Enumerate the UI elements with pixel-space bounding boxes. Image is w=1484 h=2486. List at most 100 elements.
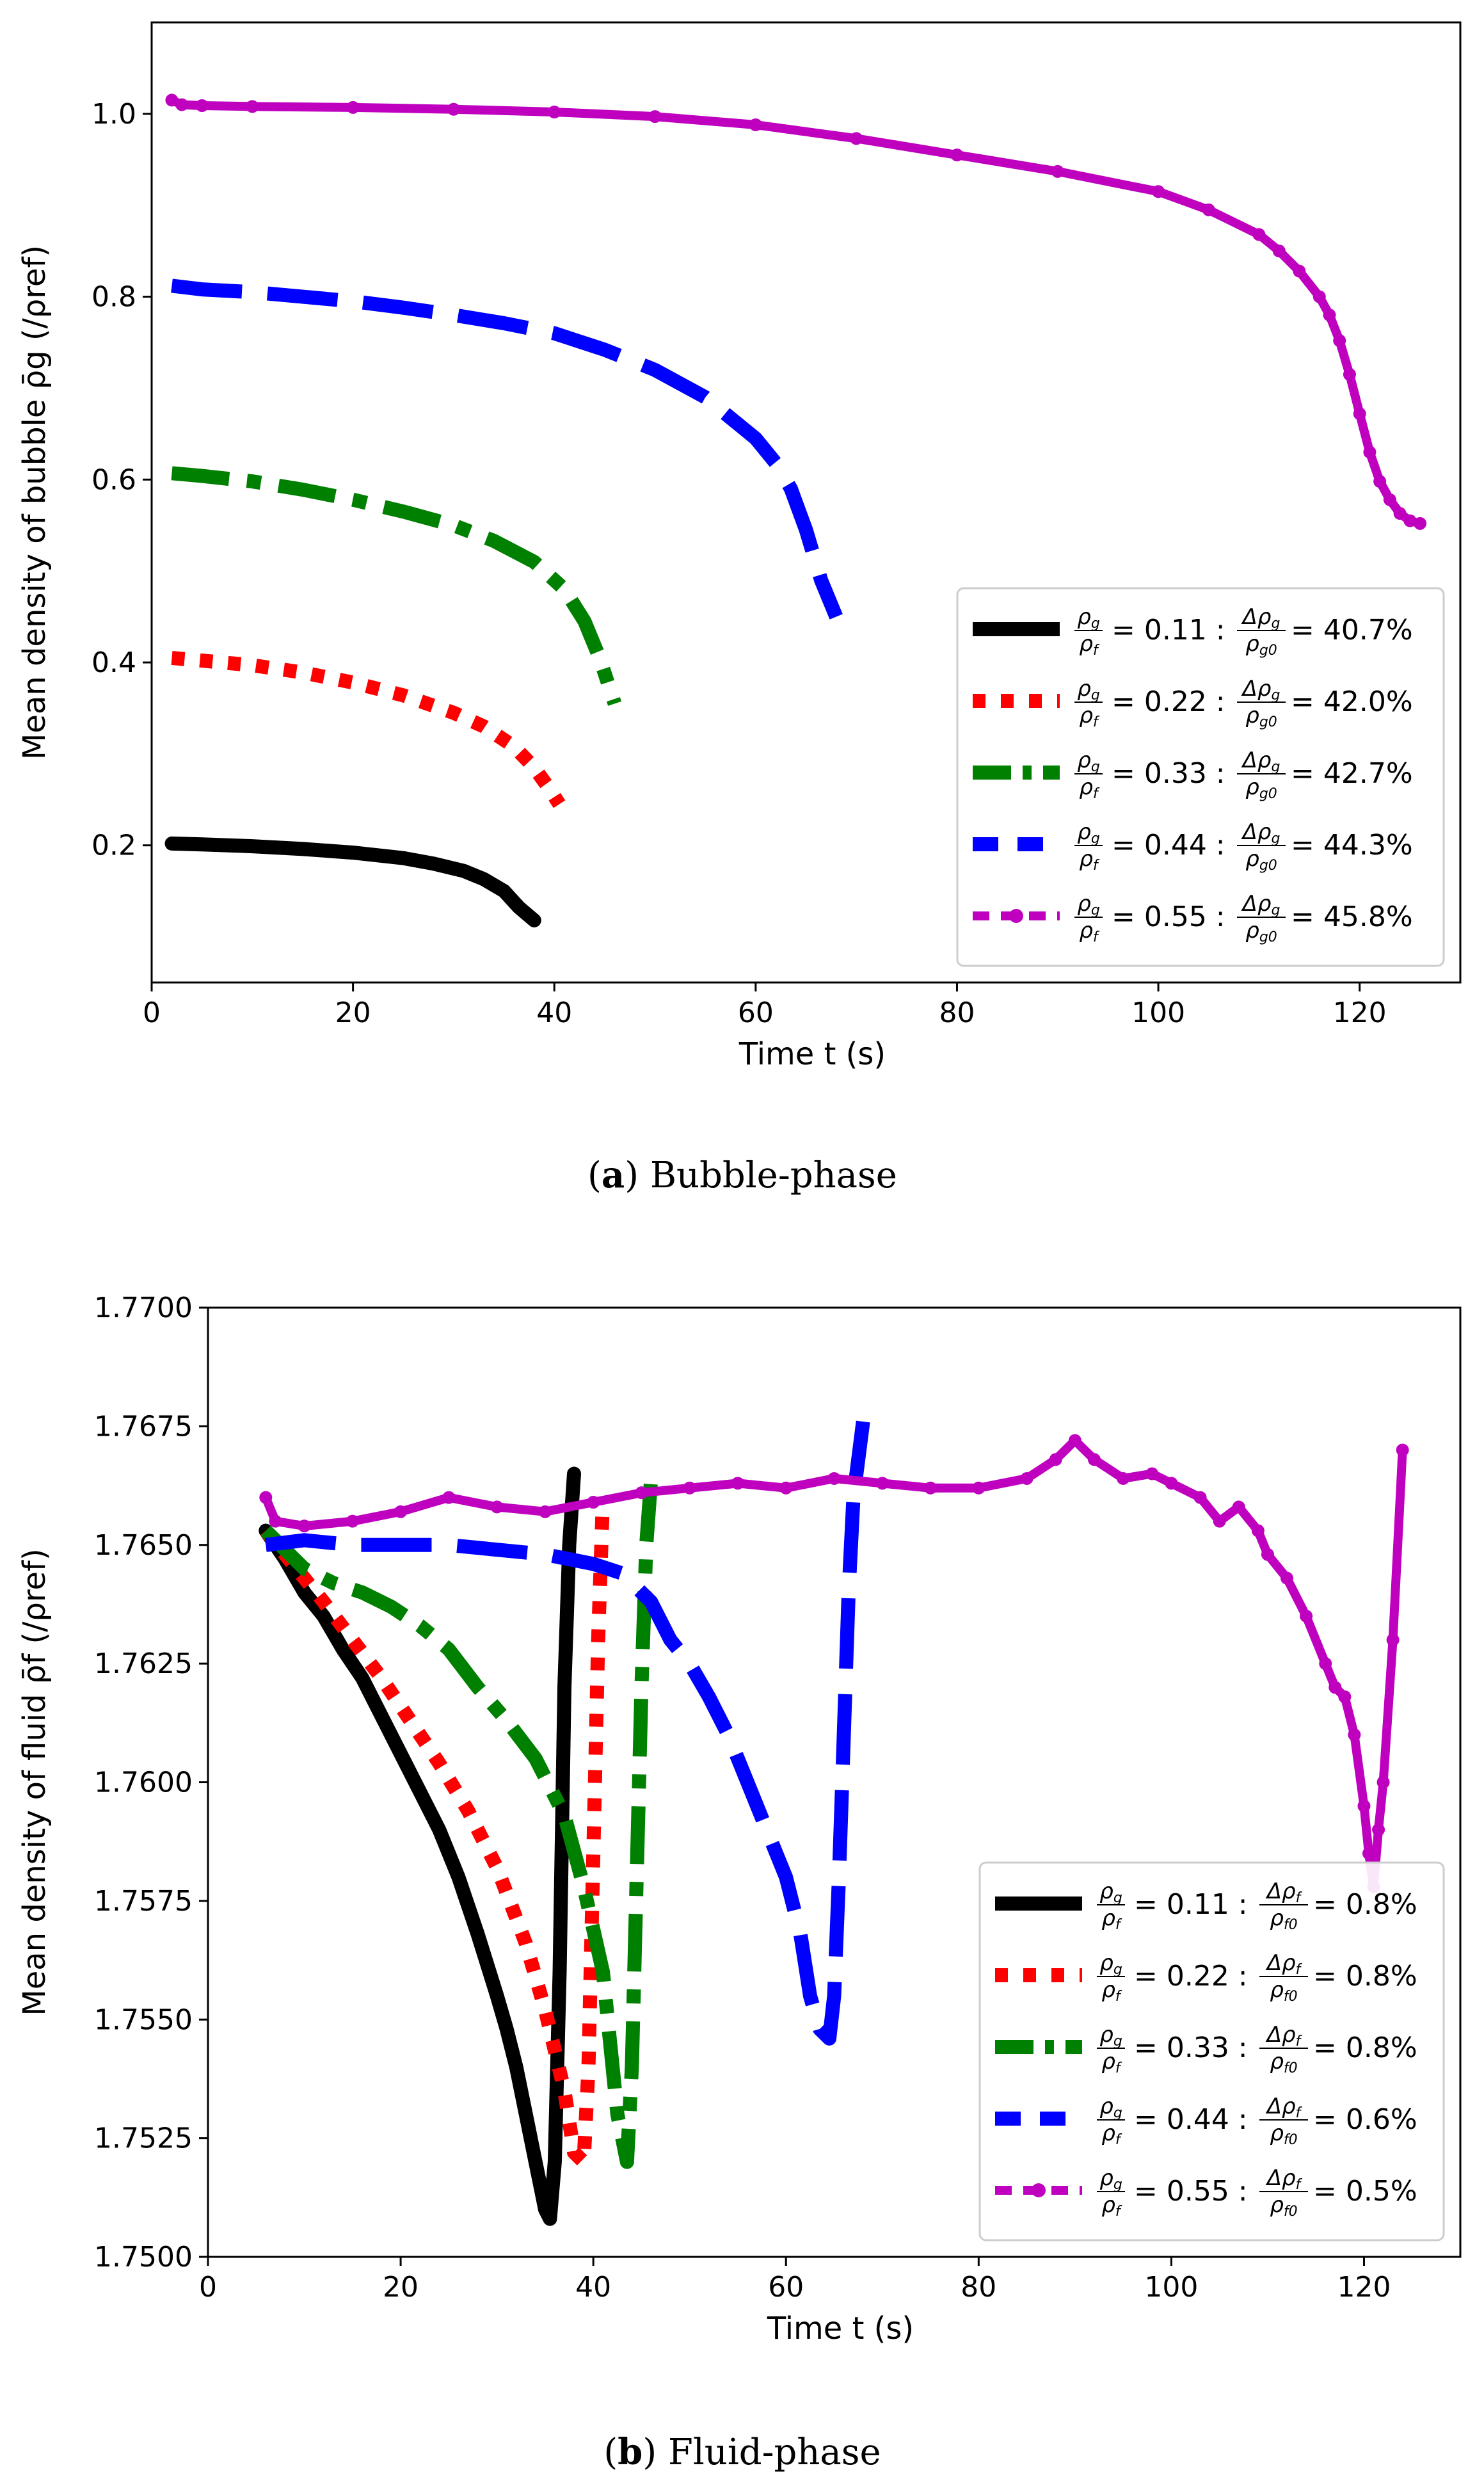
series-point-0.55	[246, 100, 259, 113]
legend-delta: = 0.8%	[1313, 1888, 1417, 1921]
series-point-0.55	[950, 148, 964, 162]
x-tick-label: 100	[1144, 2271, 1198, 2304]
caption-b: (b) Fluid-phase	[603, 2431, 881, 2473]
caption-b-tag: b	[618, 2431, 642, 2473]
series-point-0.55	[1020, 1472, 1033, 1485]
y-tick-label: 0.2	[92, 830, 136, 862]
svg-text:ρf: ρf	[1079, 631, 1100, 659]
series-line-0.11	[259, 1466, 581, 2226]
series-point-0.55	[1414, 517, 1427, 530]
legend-delta: = 40.7%	[1291, 614, 1413, 646]
series-point-0.55	[924, 1481, 937, 1495]
legend-delta: = 44.3%	[1291, 829, 1413, 862]
legend-ratio: = 0.55 :	[1134, 2175, 1248, 2208]
x-tick-label: 80	[939, 997, 975, 1029]
series-point-0.55	[1068, 1434, 1081, 1447]
series-point-0.55	[850, 132, 863, 145]
series-point-0.55	[1348, 1728, 1361, 1742]
svg-text:ρg: ρg	[1099, 1879, 1122, 1906]
series-point-0.55	[490, 1500, 504, 1514]
legend-ratio: = 0.33 :	[1134, 2032, 1248, 2064]
series-point-0.55	[1383, 493, 1396, 506]
series-point-0.55	[587, 1496, 600, 1509]
legend-ratio: = 0.22 :	[1112, 686, 1225, 718]
caption-a: (a) Bubble-phase	[587, 1154, 897, 1196]
series-line-0.55	[167, 95, 1425, 528]
legend-delta: = 0.8%	[1313, 2032, 1417, 2064]
series-line-0.33	[171, 466, 622, 706]
series-point-0.55	[1372, 1823, 1385, 1836]
series-point-0.55	[1117, 1472, 1130, 1485]
series-point-0.55	[1343, 368, 1356, 381]
series-point-0.55	[1323, 309, 1336, 322]
series-point-0.55	[346, 100, 360, 114]
y-tick-label: 1.7525	[94, 2122, 193, 2155]
caption-a-tag: a	[602, 1154, 625, 1196]
series-line-0.44	[264, 1420, 870, 2046]
series-point-0.55	[1252, 228, 1266, 241]
series-point-0.55	[346, 1514, 359, 1528]
series-line-0.55	[261, 1436, 1407, 1891]
series-point-0.55	[1213, 1514, 1226, 1528]
y-tick-label: 1.7600	[94, 1767, 193, 1799]
series-point-0.55	[394, 1505, 408, 1518]
series-point-0.55	[195, 99, 209, 112]
series-point-0.55	[1396, 1443, 1409, 1457]
series-point-0.55	[1403, 514, 1417, 527]
legend-box	[956, 587, 1445, 967]
legend-ratio: = 0.55 :	[1112, 901, 1225, 933]
x-tick-label: 20	[383, 2271, 419, 2304]
series-point-0.55	[1300, 1609, 1313, 1623]
series-point-0.55	[1087, 1453, 1101, 1466]
series-point-0.55	[635, 1486, 648, 1500]
series-point-0.55	[827, 1472, 841, 1485]
series-line-0.22	[171, 650, 566, 808]
series-point-0.55	[1338, 1690, 1352, 1704]
series-point-0.55	[447, 102, 460, 116]
series-point-0.55	[269, 1514, 282, 1528]
x-tick-label: 40	[536, 997, 572, 1029]
series-point-0.55	[538, 1505, 552, 1518]
series-point-0.55	[1232, 1500, 1245, 1514]
y-axis-label: Mean density of fluid ρ̄f (/ρref)	[17, 1548, 52, 2016]
series-point-0.55	[1393, 507, 1407, 520]
series-point-0.55	[1376, 1776, 1390, 1789]
series-point-0.55	[1165, 1477, 1178, 1490]
series-point-0.55	[779, 1481, 793, 1495]
series-point-0.55	[259, 1491, 273, 1504]
series-point-0.55	[648, 110, 662, 124]
series-point-0.55	[1293, 264, 1306, 278]
series-point-0.55	[1281, 1571, 1294, 1585]
y-tick-label: 1.7675	[94, 1410, 193, 1443]
series-point-0.55	[972, 1481, 985, 1495]
legend-ratio: = 0.33 :	[1112, 757, 1225, 790]
svg-text:ρg: ρg	[1099, 2165, 1122, 2193]
x-tick-label: 120	[1337, 2271, 1391, 2304]
legend-delta: = 45.8%	[1291, 901, 1413, 933]
series-point-0.55	[442, 1491, 456, 1504]
legend-delta: = 0.6%	[1313, 2103, 1417, 2136]
series-point-0.55	[1319, 1657, 1332, 1671]
series-point-0.55	[1202, 203, 1215, 216]
y-tick-label: 1.7575	[94, 1885, 193, 1918]
plot-frame	[150, 21, 1462, 984]
y-tick-label: 0.8	[92, 281, 136, 314]
series-point-0.55	[1328, 1681, 1342, 1694]
caption-b-text: Fluid-phase	[668, 2432, 881, 2473]
x-axis-label: Time t (s)	[767, 2311, 914, 2346]
legend-ratio: = 0.44 :	[1112, 829, 1225, 862]
x-tick-label: 0	[199, 2271, 217, 2304]
x-tick-label: 60	[738, 997, 774, 1029]
legend-box	[978, 1861, 1445, 2241]
series-point-0.55	[1357, 1799, 1371, 1813]
y-tick-label: 0.6	[92, 463, 136, 496]
legend-delta: = 42.0%	[1291, 686, 1413, 718]
series-point-0.55	[1333, 334, 1346, 348]
series-point-0.55	[1353, 407, 1366, 421]
legend-ratio: = 0.11 :	[1112, 614, 1225, 646]
